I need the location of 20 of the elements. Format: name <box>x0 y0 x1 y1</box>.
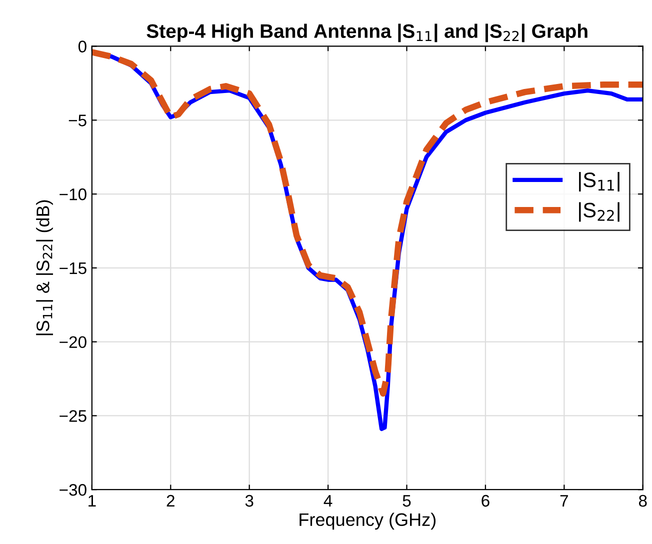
y-axis-title: |S$_{11}$| & |S$_{22}$| (dB) <box>36 200 53 336</box>
y-tick-label: −30 <box>60 484 86 496</box>
x-tick-label: 2 <box>166 494 174 507</box>
legend-label: |S$_{11}$| <box>579 172 620 192</box>
x-tick-label: 3 <box>245 494 254 507</box>
x-tick-label: 6 <box>482 494 490 507</box>
chart-title: Step-4 High Band Antenna |S$_{11}$| and |S$_{22}$| Graph <box>146 24 588 42</box>
y-tick-label: −5 <box>68 114 86 126</box>
y-tick-label: −15 <box>60 262 86 274</box>
x-axis-title: Frequency (GHz) <box>300 512 436 530</box>
x-tick-label: 5 <box>402 495 411 507</box>
x-tick-label: 7 <box>560 495 568 507</box>
y-tick-label: 0 <box>78 40 86 52</box>
y-tick-label: −25 <box>60 410 86 422</box>
y-tick-label: −20 <box>60 336 86 348</box>
x-tick-label: 1 <box>88 495 96 507</box>
x-tick-label: 8 <box>638 494 647 507</box>
y-tick-label: −10 <box>60 188 86 200</box>
x-tick-label: 4 <box>324 495 332 507</box>
legend-label: |S$_{22}$| <box>579 202 620 222</box>
